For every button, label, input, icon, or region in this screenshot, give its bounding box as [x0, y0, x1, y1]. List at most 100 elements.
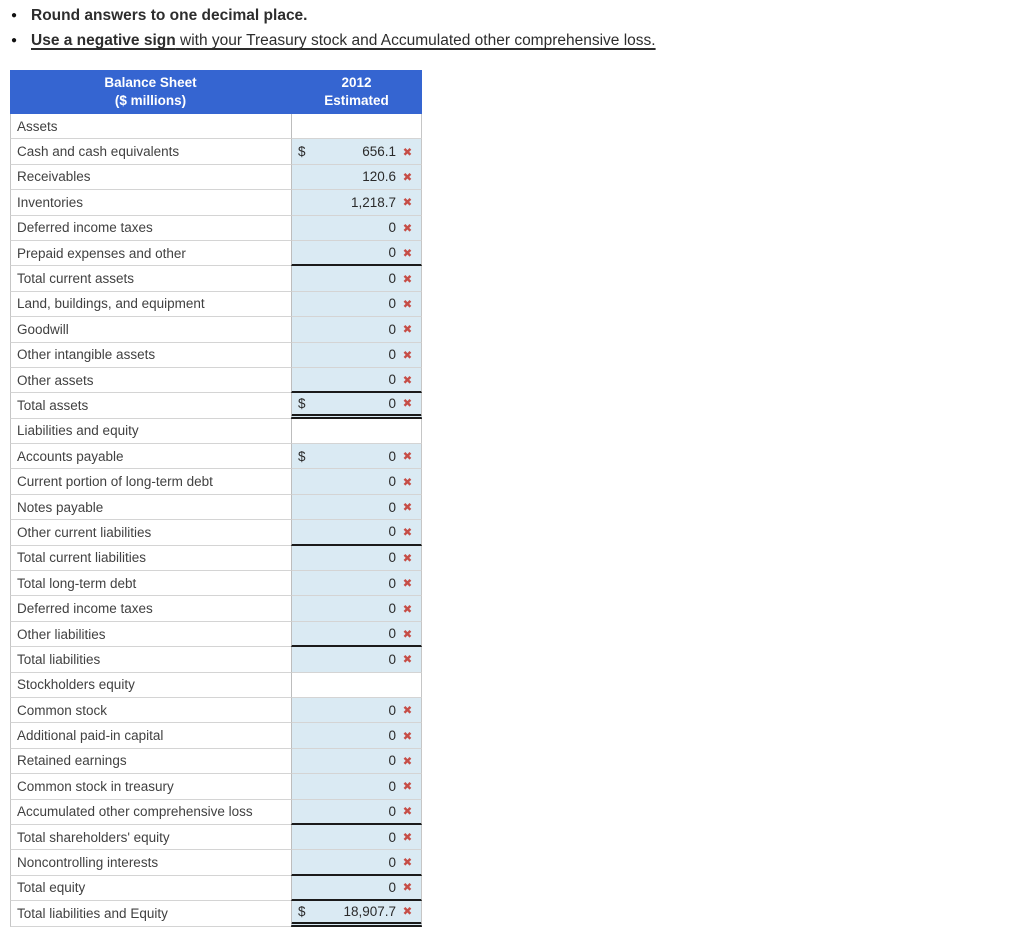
table-row: Common stock 0 ✖: [10, 697, 422, 724]
value-input-cell[interactable]: 0 ✖: [291, 520, 422, 546]
value-text: 0: [388, 728, 396, 744]
header-balance-sheet-line2: ($ millions): [114, 93, 187, 108]
section-empty-cell: [291, 418, 422, 445]
row-label: Other current liabilities: [10, 520, 291, 546]
header-balance-sheet-line1: Balance Sheet: [104, 75, 197, 90]
value-input-cell[interactable]: $ 0 ✖: [291, 444, 422, 470]
instructions: ● Round answers to one decimal place. ● …: [11, 3, 1024, 53]
table-row: Land, buildings, and equipment 0 ✖: [10, 291, 422, 318]
table-row: Cash and cash equivalents $ 656.1 ✖: [10, 139, 422, 165]
value-text: 0: [388, 753, 396, 769]
value-text: 0: [388, 829, 396, 845]
row-label: Total long-term debt: [10, 571, 291, 597]
table-row: Receivables 120.6 ✖: [10, 164, 422, 191]
header-estimated: Estimated: [324, 93, 389, 108]
incorrect-icon: ✖: [402, 220, 413, 235]
balance-sheet-table: Balance Sheet ($ millions) 2012 Estimate…: [10, 70, 422, 927]
incorrect-icon: ✖: [402, 753, 413, 768]
value-input-cell[interactable]: 0 ✖: [291, 367, 422, 394]
header-2012: 2012: [341, 75, 372, 90]
instruction-negative-sign-text: Use a negative sign with your Treasury s…: [31, 28, 656, 53]
row-label: Total shareholders' equity: [10, 824, 291, 851]
table-row: Prepaid expenses and other 0 ✖: [10, 240, 422, 267]
table-row: Accounts payable $ 0 ✖: [10, 444, 422, 470]
value-input-cell[interactable]: 0 ✖: [291, 596, 422, 622]
table-row: Accumulated other comprehensive loss 0 ✖: [10, 799, 422, 825]
incorrect-icon: ✖: [402, 652, 413, 667]
incorrect-icon: ✖: [402, 169, 413, 184]
value-input-cell[interactable]: 0 ✖: [291, 215, 422, 241]
value-input-cell[interactable]: 0 ✖: [291, 317, 422, 343]
table-row: Total current liabilities 0 ✖: [10, 545, 422, 572]
value-input-cell[interactable]: 0 ✖: [291, 240, 422, 267]
incorrect-icon: ✖: [402, 576, 413, 591]
value-input-cell[interactable]: 0 ✖: [291, 697, 422, 724]
table-row: Other assets 0 ✖: [10, 367, 422, 394]
row-label: Liabilities and equity: [10, 418, 291, 445]
incorrect-icon: ✖: [402, 703, 413, 718]
bullet-icon: ●: [11, 35, 18, 46]
value-text: 0: [388, 803, 396, 819]
table-row: Assets: [10, 114, 422, 140]
value-input-cell[interactable]: 0 ✖: [291, 799, 422, 825]
row-label: Total equity: [10, 875, 291, 902]
incorrect-icon: ✖: [402, 728, 413, 743]
value-text: 656.1: [362, 144, 396, 160]
header-balance-sheet: Balance Sheet ($ millions): [10, 70, 291, 114]
value-input-cell[interactable]: 0 ✖: [291, 291, 422, 318]
value-input-cell[interactable]: 120.6 ✖: [291, 164, 422, 191]
row-label: Deferred income taxes: [10, 215, 291, 241]
value-input-cell[interactable]: 0 ✖: [291, 824, 422, 851]
value-text: 0: [388, 271, 396, 287]
row-label: Receivables: [10, 164, 291, 191]
row-label: Other assets: [10, 367, 291, 394]
row-label: Retained earnings: [10, 748, 291, 775]
incorrect-icon: ✖: [402, 144, 413, 159]
incorrect-icon: ✖: [402, 474, 413, 489]
row-label: Other intangible assets: [10, 342, 291, 368]
value-text: 120.6: [362, 169, 396, 185]
instruction-negative-sign-rest: with your Treasury stock and Accumulated…: [175, 32, 656, 49]
value-text: 0: [388, 550, 396, 566]
value-input-cell[interactable]: 0 ✖: [291, 850, 422, 876]
instruction-negative-sign: ● Use a negative sign with your Treasury…: [11, 28, 1024, 53]
value-input-cell[interactable]: 0 ✖: [291, 266, 422, 292]
instruction-round: ● Round answers to one decimal place.: [11, 3, 1024, 28]
value-input-cell[interactable]: 0 ✖: [291, 571, 422, 597]
value-input-cell[interactable]: $ 0 ✖: [291, 393, 422, 419]
table-row: Other intangible assets 0 ✖: [10, 342, 422, 368]
dollar-sign: $: [298, 144, 306, 160]
value-input-cell[interactable]: 0 ✖: [291, 875, 422, 902]
value-input-cell[interactable]: 0 ✖: [291, 748, 422, 775]
incorrect-icon: ✖: [402, 904, 413, 919]
table-row: Deferred income taxes 0 ✖: [10, 596, 422, 622]
row-label: Other liabilities: [10, 621, 291, 648]
section-empty-cell: [291, 114, 422, 140]
table-body: Assets Cash and cash equivalents $ 656.1…: [10, 114, 422, 927]
table-row: Liabilities and equity: [10, 418, 422, 445]
value-input-cell[interactable]: 0 ✖: [291, 494, 422, 521]
value-input-cell[interactable]: 0 ✖: [291, 723, 422, 749]
value-text: 0: [388, 879, 396, 895]
table-row: Notes payable 0 ✖: [10, 494, 422, 521]
row-label: Total assets: [10, 393, 291, 419]
value-text: 0: [388, 347, 396, 363]
value-input-cell[interactable]: $ 656.1 ✖: [291, 139, 422, 165]
value-input-cell[interactable]: 0 ✖: [291, 342, 422, 368]
value-input-cell[interactable]: 0 ✖: [291, 545, 422, 572]
value-input-cell[interactable]: $ 18,907.7 ✖: [291, 901, 422, 927]
incorrect-icon: ✖: [402, 830, 413, 845]
value-input-cell[interactable]: 0 ✖: [291, 621, 422, 648]
value-input-cell[interactable]: 0 ✖: [291, 469, 422, 495]
value-text: 0: [388, 372, 396, 388]
row-label: Total liabilities and Equity: [10, 901, 291, 927]
table-header: Balance Sheet ($ millions) 2012 Estimate…: [10, 70, 422, 114]
row-label: Prepaid expenses and other: [10, 240, 291, 267]
value-input-cell[interactable]: 1,218.7 ✖: [291, 190, 422, 216]
table-row: Total liabilities 0 ✖: [10, 647, 422, 673]
value-input-cell[interactable]: 0 ✖: [291, 774, 422, 800]
value-input-cell[interactable]: 0 ✖: [291, 647, 422, 673]
value-text: 0: [388, 245, 396, 261]
table-row: Total assets $ 0 ✖: [10, 393, 422, 419]
